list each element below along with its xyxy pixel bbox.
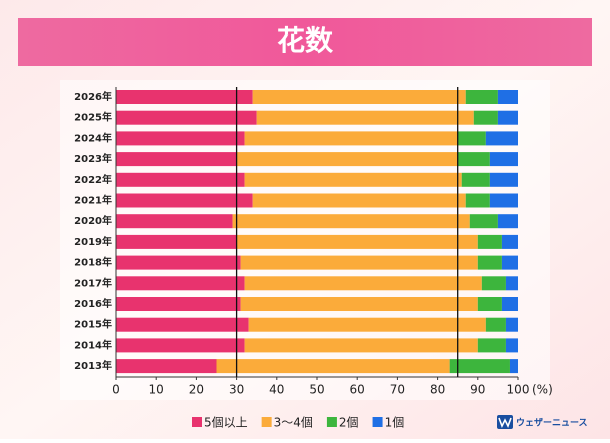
x-tick-label: 30 <box>229 383 244 397</box>
bar-segment <box>481 276 506 291</box>
bar-segment <box>116 234 237 249</box>
y-tick-label: 2022年 <box>74 173 112 186</box>
bar-segment <box>116 359 217 374</box>
bar-segment <box>116 255 241 270</box>
bar-segment <box>501 234 518 249</box>
bar-segment <box>116 172 245 187</box>
bar-segment <box>505 276 518 291</box>
bar-segment <box>252 90 466 104</box>
y-tick-label: 2024年 <box>74 131 112 144</box>
brand-badge-mark <box>498 417 512 428</box>
y-tick-label: 2021年 <box>74 194 112 207</box>
x-tick-label: 0 <box>112 383 120 397</box>
legend-label: 3〜4個 <box>274 416 313 430</box>
y-tick-label: 2023年 <box>74 152 112 165</box>
x-tick-label: 50 <box>309 383 324 397</box>
y-tick-label: 2026年 <box>74 90 112 103</box>
bar-segment <box>240 255 478 270</box>
legend-swatch <box>372 417 383 427</box>
bar-segment <box>477 255 502 270</box>
chart-title: 花数 <box>277 24 334 57</box>
bar-segment <box>116 90 253 104</box>
bar-segment <box>116 317 249 332</box>
brand-name: ウェザーニュース <box>516 418 588 429</box>
bar-segment <box>116 110 257 125</box>
bar-segment <box>497 214 518 229</box>
bar-segment <box>236 234 478 249</box>
bar-segment <box>244 338 478 353</box>
brand-badge <box>497 415 513 429</box>
x-tick-label: 70 <box>390 383 405 397</box>
bar-segment <box>465 90 498 104</box>
y-tick-label: 2016年 <box>74 297 112 310</box>
x-tick-label: 80 <box>430 383 445 397</box>
brand-logo: ウェザーニュース <box>497 415 588 429</box>
bar-segment <box>465 193 490 208</box>
bar-segment <box>116 193 253 208</box>
legend-swatch <box>261 417 272 427</box>
bar-segment <box>244 131 458 146</box>
bar-segment <box>461 172 490 187</box>
x-axis-label: (%) <box>532 383 553 397</box>
bar-segment <box>473 110 498 125</box>
x-tick-label: 40 <box>269 383 284 397</box>
legend-label: 5個以上 <box>204 416 248 430</box>
bar-segment <box>505 317 518 332</box>
bar-segment <box>216 359 450 374</box>
y-tick-label: 2020年 <box>74 214 112 227</box>
bar-segment <box>497 110 518 125</box>
y-tick-label: 2014年 <box>74 338 112 351</box>
bar-segment <box>449 359 510 374</box>
x-tick-label: 10 <box>149 383 164 397</box>
bar-segment <box>489 152 518 167</box>
bar-segment <box>232 214 470 229</box>
bar-segment <box>485 317 506 332</box>
bar-segment <box>505 338 518 353</box>
bar-segment <box>116 214 233 229</box>
x-tick-label: 60 <box>350 383 365 397</box>
bar-segment <box>457 131 486 146</box>
bar-segment <box>236 152 458 167</box>
y-tick-label: 2015年 <box>74 318 112 331</box>
bar-segment <box>457 152 490 167</box>
bar-segment <box>477 338 506 353</box>
legend-label: 1個 <box>385 416 405 430</box>
bar-segment <box>501 297 518 311</box>
bar-segment <box>240 297 478 311</box>
x-tick-label: 20 <box>189 383 204 397</box>
bar-segment <box>116 276 245 291</box>
bar-segment <box>509 359 518 374</box>
x-tick-label: 100 <box>507 383 530 397</box>
bar-segment <box>469 214 498 229</box>
bar-segment <box>244 276 482 291</box>
bar-segment <box>485 131 518 146</box>
bar-segment <box>489 172 518 187</box>
bar-segment <box>244 172 462 187</box>
legend-swatch <box>192 417 202 427</box>
bar-segment <box>116 131 245 146</box>
bar-segment <box>116 152 237 167</box>
y-tick-label: 2013年 <box>74 359 112 372</box>
y-tick-label: 2025年 <box>74 111 112 124</box>
x-tick-label: 90 <box>470 383 485 397</box>
bar-segment <box>116 297 241 311</box>
y-tick-label: 2017年 <box>74 276 112 289</box>
title-banner <box>18 18 592 66</box>
bar-segment <box>248 317 486 332</box>
legend-label: 2個 <box>339 416 359 430</box>
y-tick-label: 2018年 <box>74 256 112 269</box>
legend-swatch <box>326 417 337 427</box>
bar-segment <box>256 110 474 125</box>
bar-segment <box>116 338 245 353</box>
bar-segment <box>477 297 502 311</box>
bar-segment <box>477 234 502 249</box>
bar-segment <box>497 90 518 104</box>
y-tick-label: 2019年 <box>74 235 112 248</box>
bar-segment <box>501 255 518 270</box>
bar-segment <box>489 193 518 208</box>
bar-segment <box>252 193 466 208</box>
